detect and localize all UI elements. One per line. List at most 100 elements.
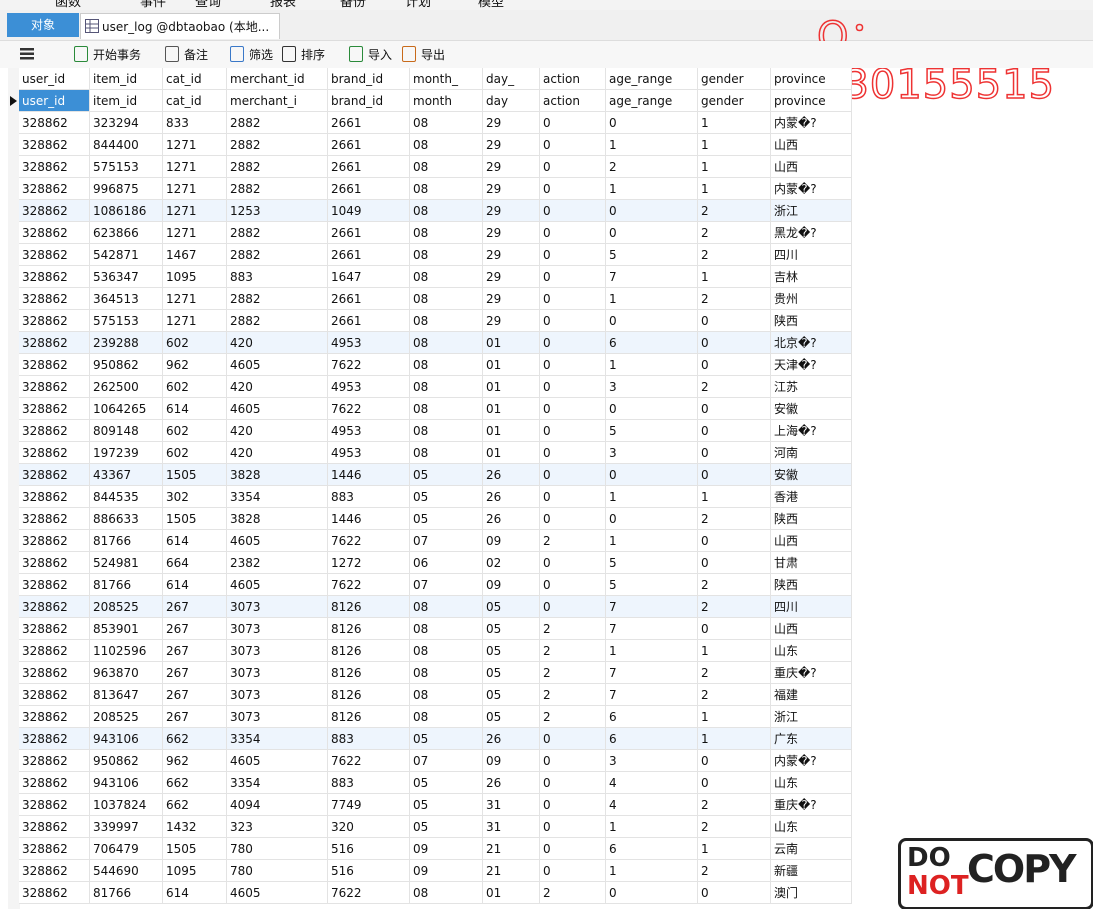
- table-cell[interactable]: 364513: [90, 288, 163, 310]
- table-cell[interactable]: 328862: [19, 596, 90, 618]
- table-cell[interactable]: 323294: [90, 112, 163, 134]
- table-cell[interactable]: 544690: [90, 860, 163, 882]
- table-cell[interactable]: 602: [163, 332, 227, 354]
- table-cell[interactable]: 07: [410, 750, 483, 772]
- table-cell[interactable]: 1: [606, 816, 698, 838]
- toolbar-button[interactable]: 排序: [301, 48, 326, 62]
- table-cell[interactable]: 26: [483, 772, 540, 794]
- table-cell[interactable]: 2882: [227, 112, 328, 134]
- table-cell[interactable]: 2882: [227, 134, 328, 156]
- table-cell[interactable]: 602: [163, 420, 227, 442]
- table-cell[interactable]: 0: [698, 882, 771, 904]
- toolbar-button[interactable]: 筛选: [249, 48, 274, 62]
- table-cell[interactable]: 21: [483, 838, 540, 860]
- table-cell[interactable]: 08: [410, 288, 483, 310]
- column-header[interactable]: item_id: [90, 68, 163, 90]
- table-cell[interactable]: 323: [227, 816, 328, 838]
- edit-cell[interactable]: cat_id: [163, 90, 227, 112]
- table-cell[interactable]: 2: [540, 662, 606, 684]
- table-cell[interactable]: 浙江: [771, 200, 852, 222]
- table-cell[interactable]: 3073: [227, 684, 328, 706]
- table-cell[interactable]: 05: [410, 772, 483, 794]
- table-cell[interactable]: 3828: [227, 508, 328, 530]
- table-cell[interactable]: 1037824: [90, 794, 163, 816]
- table-cell[interactable]: 602: [163, 442, 227, 464]
- table-cell[interactable]: 0: [698, 310, 771, 332]
- table-cell[interactable]: 05: [410, 508, 483, 530]
- table-cell[interactable]: 0: [540, 288, 606, 310]
- table-cell[interactable]: 31: [483, 816, 540, 838]
- table-cell[interactable]: 844400: [90, 134, 163, 156]
- table-cell[interactable]: 1: [606, 486, 698, 508]
- table-cell[interactable]: 1271: [163, 222, 227, 244]
- table-cell[interactable]: 01: [483, 354, 540, 376]
- table-cell[interactable]: 0: [698, 464, 771, 486]
- table-cell[interactable]: 云南: [771, 838, 852, 860]
- table-cell[interactable]: 339997: [90, 816, 163, 838]
- table-cell[interactable]: 0: [540, 376, 606, 398]
- menu-item[interactable]: 报表: [270, 0, 297, 10]
- table-cell[interactable]: 29: [483, 222, 540, 244]
- table-cell[interactable]: 0: [540, 244, 606, 266]
- table-cell[interactable]: 943106: [90, 772, 163, 794]
- table-cell[interactable]: 328862: [19, 112, 90, 134]
- edit-cell[interactable]: merchant_i: [227, 90, 328, 112]
- table-cell[interactable]: 2661: [328, 112, 410, 134]
- table-cell[interactable]: 0: [540, 728, 606, 750]
- table-cell[interactable]: 542871: [90, 244, 163, 266]
- table-cell[interactable]: 08: [410, 640, 483, 662]
- table-cell[interactable]: 0: [540, 134, 606, 156]
- table-cell[interactable]: 河南: [771, 442, 852, 464]
- table-cell[interactable]: 962: [163, 354, 227, 376]
- table-cell[interactable]: 1271: [163, 288, 227, 310]
- table-cell[interactable]: 320: [328, 816, 410, 838]
- table-cell[interactable]: 0: [698, 398, 771, 420]
- table-cell[interactable]: 7622: [328, 530, 410, 552]
- table-cell[interactable]: 8126: [328, 684, 410, 706]
- table-cell[interactable]: 81766: [90, 530, 163, 552]
- table-cell[interactable]: 29: [483, 134, 540, 156]
- table-cell[interactable]: 0: [540, 354, 606, 376]
- table-cell[interactable]: 2: [698, 816, 771, 838]
- column-header[interactable]: brand_id: [328, 68, 410, 90]
- table-cell[interactable]: 2: [698, 222, 771, 244]
- menu-item[interactable]: 函数: [55, 0, 82, 10]
- table-cell[interactable]: 5: [606, 244, 698, 266]
- table-cell[interactable]: 05: [483, 684, 540, 706]
- table-cell[interactable]: 山东: [771, 772, 852, 794]
- table-cell[interactable]: 328862: [19, 816, 90, 838]
- table-cell[interactable]: 1271: [163, 178, 227, 200]
- table-cell[interactable]: 7: [606, 618, 698, 640]
- table-cell[interactable]: 26: [483, 728, 540, 750]
- table-cell[interactable]: 2661: [328, 244, 410, 266]
- table-cell[interactable]: 328862: [19, 310, 90, 332]
- column-header[interactable]: month_: [410, 68, 483, 90]
- column-header[interactable]: action: [540, 68, 606, 90]
- table-cell[interactable]: 0: [698, 530, 771, 552]
- table-cell[interactable]: 2882: [227, 244, 328, 266]
- table-cell[interactable]: 浙江: [771, 706, 852, 728]
- table-cell[interactable]: 1446: [328, 508, 410, 530]
- table-cell[interactable]: 4605: [227, 354, 328, 376]
- table-cell[interactable]: 08: [410, 882, 483, 904]
- table-cell[interactable]: 2882: [227, 288, 328, 310]
- table-cell[interactable]: 山西: [771, 156, 852, 178]
- table-cell[interactable]: 4953: [328, 442, 410, 464]
- table-cell[interactable]: 197239: [90, 442, 163, 464]
- edit-cell[interactable]: day: [483, 90, 540, 112]
- table-cell[interactable]: 0: [698, 618, 771, 640]
- table-cell[interactable]: 2: [698, 376, 771, 398]
- table-cell[interactable]: 328862: [19, 662, 90, 684]
- table-cell[interactable]: 08: [410, 442, 483, 464]
- table-cell[interactable]: 883: [227, 266, 328, 288]
- table-cell[interactable]: 328862: [19, 530, 90, 552]
- edit-cell[interactable]: brand_id: [328, 90, 410, 112]
- table-cell[interactable]: 7622: [328, 882, 410, 904]
- table-cell[interactable]: 3: [606, 376, 698, 398]
- table-cell[interactable]: 328862: [19, 508, 90, 530]
- table-cell[interactable]: 0: [540, 310, 606, 332]
- table-cell[interactable]: 2661: [328, 288, 410, 310]
- table-cell[interactable]: 07: [410, 530, 483, 552]
- table-cell[interactable]: 0: [698, 772, 771, 794]
- table-cell[interactable]: 262500: [90, 376, 163, 398]
